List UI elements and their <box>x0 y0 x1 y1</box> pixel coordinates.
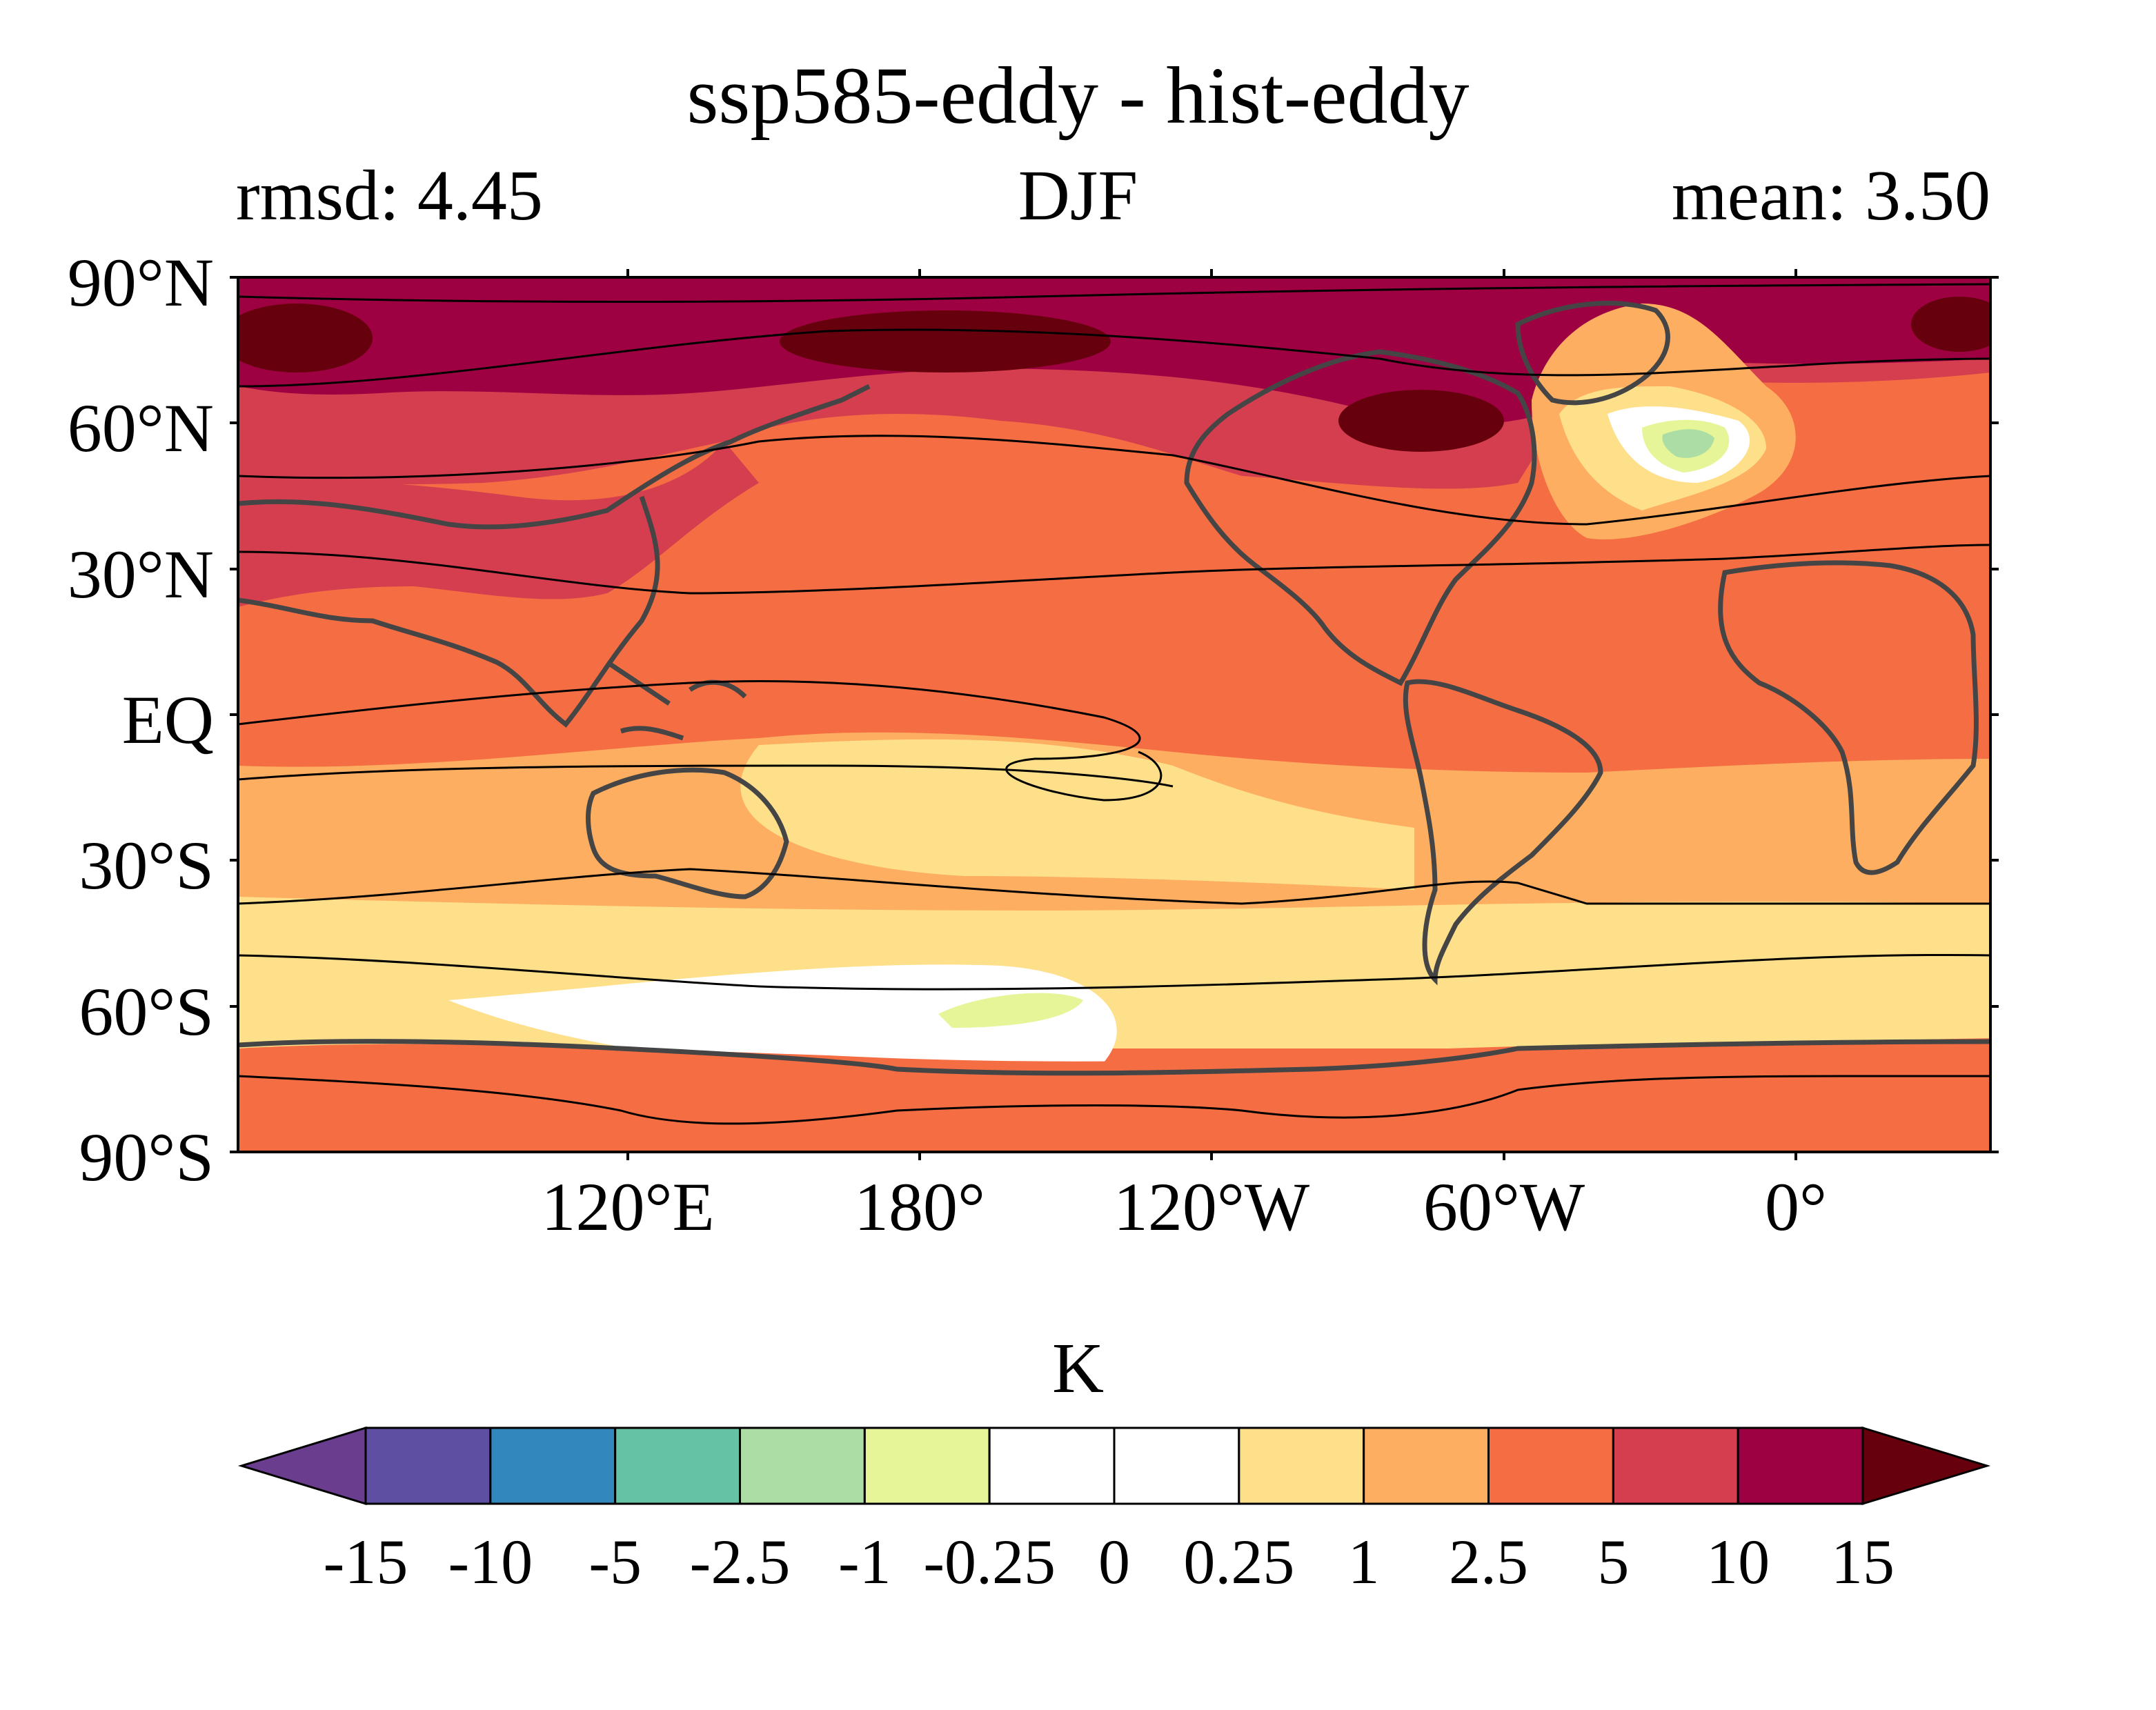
colorbar-over-arrow <box>1861 1426 1991 1506</box>
colorbar-tick-label: 0 <box>1098 1527 1130 1597</box>
colorbar-tick-label: 1 <box>1347 1527 1380 1597</box>
colorbar-cell <box>489 1426 617 1505</box>
field-eurasia-warm <box>238 441 759 607</box>
lon-label-120w: 120°W <box>1113 1169 1310 1245</box>
contour-4 <box>238 544 1990 595</box>
coast-north-america <box>1184 349 1537 686</box>
contour-1 <box>238 283 1990 303</box>
lon-label-120e: 120°E <box>541 1169 715 1245</box>
colorbar-tick-label: -15 <box>323 1527 408 1597</box>
field-arctic-peak-4 <box>1911 297 1990 352</box>
lon-label-60w: 60°W <box>1423 1169 1585 1245</box>
lat-label-90s: 90°S <box>79 1119 214 1195</box>
mean-label: mean: 3.50 <box>1671 156 1990 235</box>
lon-label-0: 0° <box>1765 1169 1827 1245</box>
lat-label-90n: 90°N <box>67 244 214 321</box>
lat-label-30n: 30°N <box>67 536 214 613</box>
colorbar-tick-label: 2.5 <box>1449 1527 1528 1597</box>
coastlines <box>238 301 1990 1076</box>
colorbar-cell <box>614 1426 742 1505</box>
coast-maritime <box>606 660 747 741</box>
colorbar-cell <box>1487 1426 1614 1505</box>
coast-africa <box>1718 560 1979 875</box>
colorbar-tick-label: 10 <box>1706 1527 1770 1597</box>
colorbar-cell <box>988 1426 1116 1505</box>
lat-label-30s: 30°S <box>79 827 214 904</box>
rmsd-label: rmsd: 4.45 <box>236 156 543 235</box>
season-label: DJF <box>1018 156 1138 235</box>
lat-label-60n: 60°N <box>67 390 214 466</box>
colorbar-cell <box>1612 1426 1739 1505</box>
colorbar-tick-label: -1 <box>838 1527 891 1597</box>
coast-antarctica <box>238 1039 1990 1076</box>
colorbar-tick-label: -0.25 <box>923 1527 1056 1597</box>
coast-south-america <box>1403 679 1603 986</box>
colorbar-cell <box>1363 1426 1490 1505</box>
colorbar-label: K <box>1051 1329 1105 1408</box>
coast-eurasia <box>238 384 871 728</box>
field-arctic-peak-1 <box>238 304 373 372</box>
contour-6 <box>238 764 1174 788</box>
colorbar-cell <box>364 1426 492 1505</box>
field-arctic-peak-2 <box>780 310 1111 372</box>
field-eq-pacific-band <box>740 739 1414 890</box>
contour-2 <box>238 328 1990 388</box>
latitude-ticks <box>230 276 1999 1153</box>
lat-label-eq: EQ <box>121 682 214 758</box>
map-title: ssp585-eddy - hist-eddy <box>686 50 1470 141</box>
field-arctic-peak-3 <box>1338 390 1504 452</box>
field-southern-ocean-white <box>448 964 1117 1074</box>
contour-9 <box>238 1075 1990 1125</box>
colorbar-cell <box>1737 1426 1864 1505</box>
colorbar-tick-label: 5 <box>1597 1527 1630 1597</box>
climatology-contours <box>238 283 1990 1125</box>
lon-label-180: 180° <box>854 1169 985 1245</box>
colorbar-tick-label: 0.25 <box>1183 1527 1295 1597</box>
field-antarctica <box>238 1038 1990 1152</box>
colorbar-tick-label: -5 <box>589 1527 642 1597</box>
lat-label-60s: 60°S <box>79 973 214 1050</box>
colorbar-under-arrow <box>237 1426 367 1506</box>
colorbar-tick-label: -10 <box>448 1527 533 1597</box>
colorbar-tick-label: 15 <box>1831 1527 1895 1597</box>
coast-greenland <box>1515 301 1670 406</box>
field-atlantic-cool-2 <box>1662 429 1714 458</box>
contour-5 <box>238 679 1163 802</box>
contour-7 <box>238 868 1990 905</box>
field-southern-ocean-cool <box>938 993 1083 1028</box>
longitude-ticks <box>626 269 1797 1160</box>
contour-8 <box>238 953 1990 991</box>
coast-australia <box>586 767 789 899</box>
colorbar-cell <box>739 1426 866 1505</box>
colorbar-cell <box>863 1426 991 1505</box>
colorbar-cell <box>1238 1426 1365 1505</box>
colorbar-cell <box>1113 1426 1240 1505</box>
contour-3 <box>238 435 1990 526</box>
colorbar-tick-label: -2.5 <box>689 1527 791 1597</box>
